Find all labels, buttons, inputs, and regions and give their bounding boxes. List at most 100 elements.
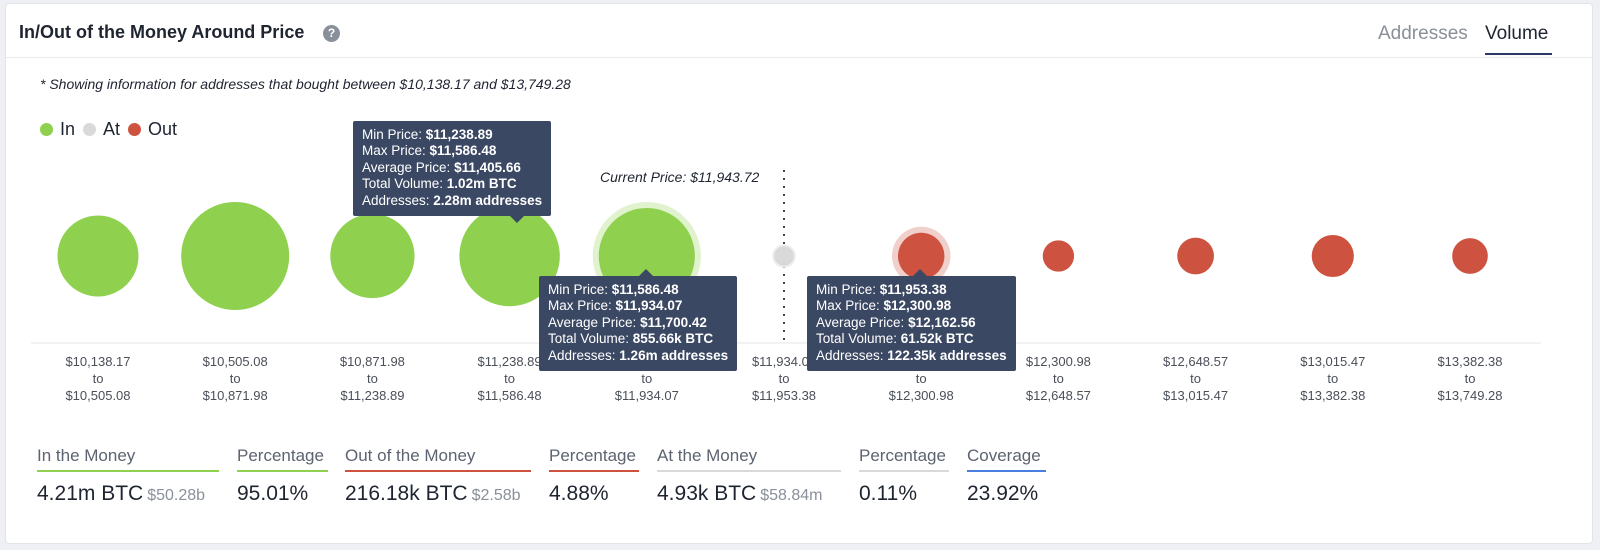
x-tick-label: $10,138.17 to $10,505.08 [33,353,163,404]
tooltip-label: Max Price: [362,143,430,159]
x-tick-joiner: to [915,371,927,386]
summary-label: Percentage [237,446,328,472]
bubble-out[interactable] [1177,237,1214,275]
bubble-out[interactable] [1311,234,1354,278]
legend-item-at[interactable]: At [83,119,120,140]
x-tick-joiner: to [366,371,378,386]
tooltip-value: $12,300.98 [883,298,952,314]
summary-main-value: 4.21m BTC [37,482,144,505]
summary-value: 4.93k BTC $58.84m [657,482,841,506]
summary-value: 4.21m BTC $50.28b [37,482,219,506]
bubble-in[interactable] [57,215,139,297]
summary-column: In the Money 4.21m BTC $50.28b [37,446,219,506]
summary-column: Percentage 4.88% [549,446,639,506]
x-tick-joiner: to [778,371,790,386]
x-tick-value: $11,953.38 [751,388,817,403]
x-tick-joiner: to [92,371,104,386]
summary-label: Coverage [967,446,1046,472]
tooltip-label: Average Price: [362,159,455,175]
tooltip-row: Addresses: 1.26m addresses [548,348,728,364]
legend-dot-in [40,123,53,136]
tooltip-value: $11,953.38 [879,282,947,297]
tooltip-row: Total Volume: 61.52k BTC [816,331,1007,347]
summary-usd-value: $2.58b [471,487,521,504]
bubble-in[interactable] [181,202,290,310]
summary-column: Out of the Money 216.18k BTC $2.58b [345,446,531,506]
summary-usd-value: $58.84m [760,487,823,504]
legend-item-in[interactable]: In [40,119,75,140]
tooltip-label: Addresses: [816,347,888,363]
bubble-out[interactable] [897,232,945,280]
tooltip-value: 122.35k addresses [887,347,1007,363]
x-tick-value: $11,934.07 [751,354,817,369]
x-tick-label: $12,648.57 to $13,015.47 [1131,353,1261,404]
chart-legend: In At Out [40,119,185,140]
tooltip-label: Min Price: [362,127,426,142]
legend-item-out[interactable]: Out [128,119,177,140]
tooltip-label: Addresses: [548,347,620,363]
summary-main-value: 95.01% [237,482,309,505]
summary-value: 4.88% [549,482,639,506]
tooltip-row: Max Price: $12,300.98 [816,298,1007,314]
tooltip-label: Total Volume: [362,176,447,192]
bubble-out[interactable] [1452,238,1488,274]
tooltip-row: Average Price: $11,405.66 [362,160,542,176]
x-tick-joiner: to [1327,371,1339,386]
bubble-tooltip: Min Price: $11,238.89 Max Price: $11,586.… [353,121,552,224]
x-tick-value: $12,648.57 [1163,354,1229,369]
range-note: * Showing information for addresses that… [40,76,571,92]
tooltip-label: Addresses: [362,192,434,208]
legend-label-in: In [60,119,76,139]
tooltip-row: Addresses: 2.28m addresses [362,193,542,209]
legend-dot-out [128,123,142,136]
bubble-out[interactable] [1042,240,1075,272]
x-tick-joiner: to [229,371,241,386]
tooltip-row: Average Price: $11,700.42 [548,315,728,331]
x-tick-value: $11,934.07 [614,388,679,403]
x-tick-label: $10,871.98 to $11,238.89 [307,353,437,404]
summary-main-value: 4.93k BTC [657,482,757,505]
tooltip-row: Max Price: $11,934.07 [548,298,728,314]
bubble-at[interactable] [772,244,796,268]
summary-label: Percentage [859,446,949,472]
summary-value: 0.11% [859,482,949,506]
x-tick-label: $11,238.89 to $11,586.48 [445,353,575,404]
summary-column: Coverage 23.92% [967,446,1046,506]
x-tick-value: $13,382.38 [1300,388,1366,403]
bubble-in[interactable] [330,213,415,299]
x-tick-joiner: to [1190,371,1202,386]
x-tick-label: $11,934.07 to $11,953.38 [719,353,849,404]
tooltip-row: Min Price: $11,238.89 [362,127,542,143]
x-tick-label: $10,505.08 to $10,871.98 [170,353,300,404]
tooltip-row: Average Price: $12,162.56 [816,315,1007,331]
tooltip-label: Total Volume: [548,331,633,347]
x-tick-joiner: to [641,371,653,386]
bubble-in[interactable] [459,205,560,307]
tooltip-row: Addresses: 122.35k addresses [816,348,1007,364]
help-icon[interactable]: ? [323,25,340,42]
summary-label: In the Money [37,446,219,472]
x-tick-value: $13,015.47 [1163,388,1229,403]
tooltip-value: $11,405.66 [454,159,521,175]
x-tick-joiner: to [1052,371,1064,386]
tooltip-value: $11,700.42 [640,314,707,330]
tab-addresses[interactable]: Addresses [1378,23,1468,44]
summary-label: At the Money [657,446,841,472]
tooltip-value: $11,586.48 [429,143,497,159]
tab-volume[interactable]: Volume [1485,23,1549,44]
tooltip-row: Min Price: $11,586.48 [548,282,728,298]
in-out-of-money-card: In/Out of the Money Around Price ? Addre… [5,3,1593,544]
tooltip-caret [510,216,524,224]
bubble-tooltip: Min Price: $11,586.48 Max Price: $11,934.… [539,269,738,372]
widget-title: In/Out of the Money Around Price [19,22,305,42]
x-tick-label: $13,382.38 to $13,749.28 [1405,353,1535,404]
summary-value: 216.18k BTC $2.58b [345,482,531,506]
x-tick-joiner: to [1464,371,1476,386]
tooltip-value: 1.02m BTC [446,176,517,192]
x-tick-value: $12,648.57 [1025,388,1091,403]
tooltip-caret [639,269,653,276]
tooltip-label: Max Price: [816,298,884,314]
x-tick-value: $10,138.17 [65,354,131,369]
tooltip-value: $11,934.07 [615,298,683,314]
summary-usd-value: $50.28b [147,487,206,504]
